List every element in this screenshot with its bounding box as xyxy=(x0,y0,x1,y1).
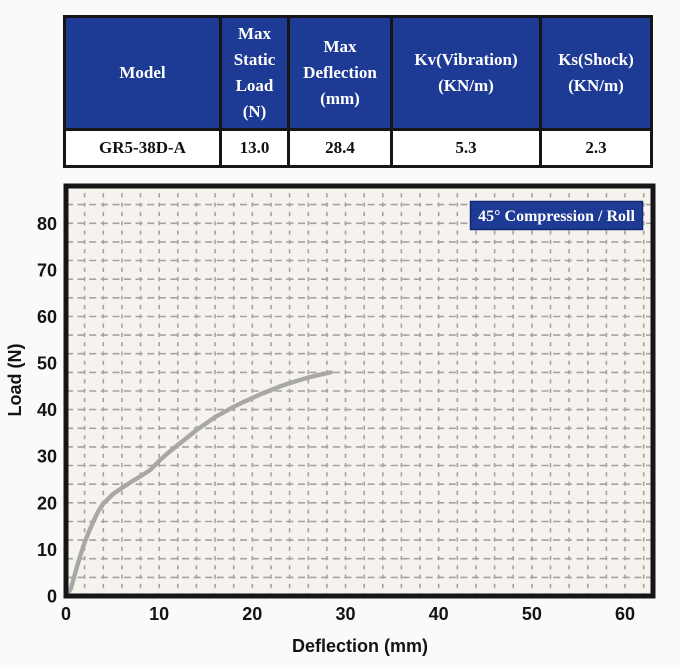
grid xyxy=(66,186,653,596)
y-tick-label: 30 xyxy=(37,447,57,467)
y-tick-label: 10 xyxy=(37,540,57,560)
x-tick-label: 10 xyxy=(149,604,169,624)
x-tick-label: 40 xyxy=(429,604,449,624)
legend-label: 45° Compression / Roll xyxy=(478,208,635,225)
y-tick-label: 50 xyxy=(37,354,57,374)
spec-table-header-row: Model Max Static Load (N) Max Deflection… xyxy=(63,15,653,131)
spec-table: Model Max Static Load (N) Max Deflection… xyxy=(63,15,653,168)
table-row: GR5-38D-A 13.0 28.4 5.3 2.3 xyxy=(63,128,653,168)
cell-kv-vibration: 5.3 xyxy=(390,128,542,168)
cell-model: GR5-38D-A xyxy=(63,128,222,168)
load-curve xyxy=(63,370,333,599)
col-header-model: Model xyxy=(63,15,222,131)
plot-border xyxy=(63,183,656,599)
y-axis-title: Load (N) xyxy=(5,344,25,417)
y-tick-label: 70 xyxy=(37,260,57,280)
col-header-kv-vibration: Kv(Vibration) (KN/m) xyxy=(390,15,542,131)
x-tick-label: 60 xyxy=(615,604,635,624)
legend-box xyxy=(469,200,644,231)
x-tick-labels: 0 10 20 30 40 50 60 xyxy=(61,604,635,624)
col-header-max-deflection: Max Deflection (mm) xyxy=(287,15,393,131)
x-tick-label: 0 xyxy=(61,604,71,624)
y-tick-labels: 0 10 20 30 40 50 60 70 80 xyxy=(37,214,57,607)
col-header-max-static-load: Max Static Load (N) xyxy=(219,15,290,131)
y-tick-label: 40 xyxy=(37,400,57,420)
cell-ks-shock: 2.3 xyxy=(539,128,653,168)
x-axis-title: Deflection (mm) xyxy=(292,636,428,656)
y-tick-label: 20 xyxy=(37,493,57,513)
cell-max-deflection: 28.4 xyxy=(287,128,393,168)
y-tick-label: 80 xyxy=(37,214,57,234)
x-tick-label: 20 xyxy=(242,604,262,624)
y-tick-label: 0 xyxy=(47,587,57,607)
cell-max-static-load: 13.0 xyxy=(219,128,290,168)
x-tick-label: 30 xyxy=(335,604,355,624)
col-header-ks-shock: Ks(Shock) (KN/m) xyxy=(539,15,653,131)
y-tick-label: 60 xyxy=(37,307,57,327)
x-tick-label: 50 xyxy=(522,604,542,624)
load-deflection-chart: 0 10 20 30 40 50 60 70 80 0 10 20 30 40 50 60 Deflection… xyxy=(0,180,680,667)
legend: 45° Compression / Roll xyxy=(469,200,644,231)
